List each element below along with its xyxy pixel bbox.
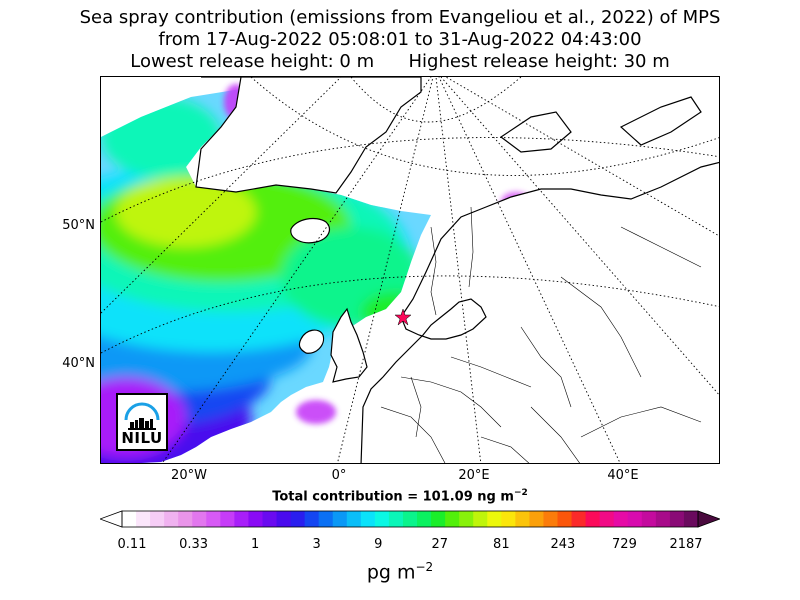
colorbar-segment [613, 511, 629, 527]
great-britain [330, 307, 368, 383]
total-contribution: Total contribution = 101.09 ng m−2 [0, 488, 800, 504]
colorbar-segment [627, 511, 643, 527]
colorbar-tick-label: 729 [612, 537, 637, 552]
novaya-zemlya [619, 96, 702, 146]
map-frame [100, 76, 720, 464]
colorbar-segment [290, 511, 306, 527]
lat-label-50n: 50°N [62, 218, 95, 233]
title-line-2: from 17-Aug-2022 05:08:01 to 31-Aug-2022… [158, 29, 642, 50]
colorbar-extend-low [100, 510, 123, 528]
colorbar-tick-label: 1 [250, 537, 260, 552]
lon-label-40e: 40°E [607, 468, 639, 483]
colorbar-segment [445, 511, 460, 527]
coastlines [195, 77, 719, 463]
lon-label-20w: 20°W [171, 468, 207, 483]
colorbar-extend-high [697, 510, 720, 528]
nilu-logo: NILU [116, 393, 168, 451]
colorbar-segment [543, 511, 559, 527]
colorbar-tick-label: 9 [374, 537, 383, 552]
ireland [298, 329, 325, 354]
colorbar-segment [178, 511, 193, 527]
colorbar-segment [248, 511, 264, 527]
colorbar-segment [122, 511, 137, 527]
colorbar-segment [599, 511, 615, 527]
colorbar-segment [318, 511, 334, 527]
colorbar-segment [374, 511, 390, 527]
colorbar-segment [487, 511, 502, 527]
lowest-release-height: Lowest release height: 0 m [130, 51, 375, 72]
colorbar-segment [276, 511, 292, 527]
colorbar-segment [192, 511, 207, 527]
colorbar-border [121, 510, 699, 528]
colorbar-segment [262, 511, 278, 527]
scandinavia [360, 161, 719, 463]
release-site-marker [394, 308, 412, 326]
map-plot [101, 77, 719, 463]
lat-label-40n: 40°N [62, 356, 95, 371]
colorbar-segment [473, 511, 488, 527]
colorbar-segment [220, 511, 235, 527]
arctic-islands [499, 111, 572, 153]
iceland [290, 217, 330, 244]
graticule [101, 77, 719, 463]
nilu-logo-text: NILU [121, 429, 163, 447]
highest-release-height: Highest release height: 30 m [408, 51, 670, 72]
colorbar-segment [557, 511, 573, 527]
colorbar-tick-label: 27 [431, 537, 449, 552]
colorbar-segment [459, 511, 474, 527]
colorbar-segment [164, 511, 179, 527]
nilu-logo-mark [124, 402, 160, 430]
colorbar-segment [388, 511, 404, 527]
lon-label-0: 0° [331, 468, 347, 483]
colorbar-segment [136, 511, 151, 527]
colorbar-segment [346, 511, 362, 527]
colorbar-units: pg m−2 [0, 560, 800, 583]
colorbar-segment [529, 511, 545, 527]
title-line-3: Lowest release height: 0 m Highest relea… [0, 52, 800, 72]
colorbar-tick-label: 0.33 [179, 537, 209, 552]
colorbar-segment [402, 511, 418, 527]
colorbar-segment [332, 511, 348, 527]
title-line-1: Sea spray contribution (emissions from E… [79, 7, 721, 28]
colorbar-segment [501, 511, 516, 527]
total-contribution-exponent: −2 [513, 488, 528, 498]
colorbar-tick-label: 3 [312, 537, 321, 552]
colorbar [100, 510, 720, 528]
colorbar-segment [683, 511, 699, 527]
colorbar-segment [304, 511, 320, 527]
colorbar-segment [360, 511, 376, 527]
colorbar-segment [571, 511, 587, 527]
colorbar-segment [585, 511, 601, 527]
colorbar-segment [150, 511, 165, 527]
colorbar-segment [206, 511, 221, 527]
colorbar-segment [431, 511, 446, 527]
colorbar-tick-label: 81 [493, 537, 510, 552]
colorbar-segment [515, 511, 531, 527]
colorbar-segment [234, 511, 250, 527]
colorbar-tick-label: 243 [550, 537, 576, 552]
country-borders [380, 206, 702, 463]
colorbar-units-text: pg m [366, 561, 416, 584]
colorbar-segment [655, 511, 671, 527]
colorbar-segment [641, 511, 657, 527]
colorbar-segment [669, 511, 685, 527]
lon-label-20e: 20°E [458, 468, 490, 483]
colorbar-tick-label: 2187 [669, 537, 703, 552]
colorbar-units-exponent: −2 [415, 560, 434, 574]
colorbar-segment [417, 511, 432, 527]
total-contribution-text: Total contribution = 101.09 ng m [272, 489, 514, 505]
colorbar-tick-label: 0.11 [117, 537, 147, 552]
